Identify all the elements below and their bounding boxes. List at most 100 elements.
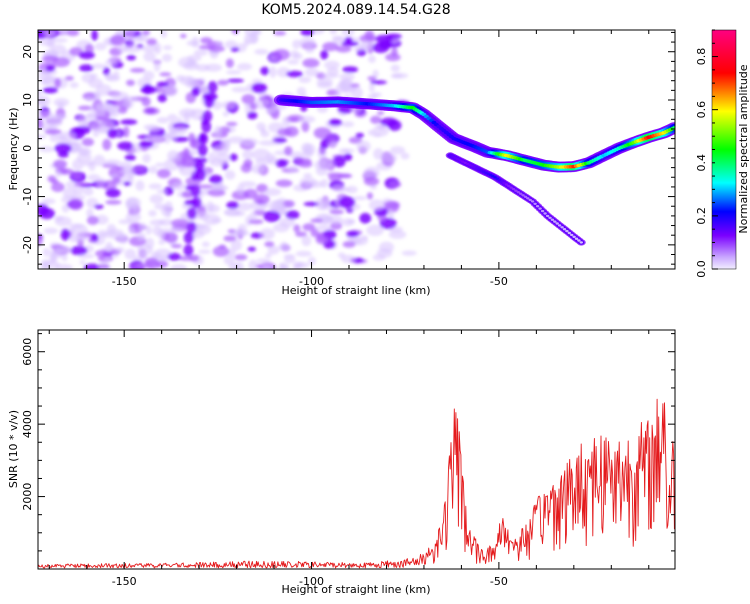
noise-blob (51, 38, 68, 43)
noise-blob (370, 115, 382, 124)
noise-blob (332, 185, 346, 193)
noise-streak (183, 231, 194, 244)
spectrogram-y-tick-label: 10 (21, 93, 34, 107)
noise-blob (125, 211, 142, 223)
noise-blob (324, 216, 334, 222)
colorbar-label: Normalized spectral amplitude (737, 64, 750, 233)
noise-blob (167, 113, 178, 122)
noise-blob (346, 230, 359, 238)
noise-blob (45, 65, 55, 72)
noise-blob (217, 79, 229, 86)
noise-blob (324, 60, 340, 70)
noise-blob (149, 219, 165, 226)
noise-blob (142, 30, 150, 36)
noise-blob (180, 33, 187, 39)
noise-blob (105, 59, 117, 67)
noise-blob (49, 133, 59, 143)
noise-blob (341, 78, 353, 87)
noise-blob (372, 254, 386, 261)
noise-blob (252, 148, 271, 161)
noise-blob (87, 174, 101, 182)
noise-blob (232, 230, 250, 237)
noise-blob (66, 30, 80, 37)
noise-blob (138, 140, 154, 148)
noise-blob (302, 58, 320, 68)
noise-blob (315, 234, 328, 245)
noise-blob (346, 185, 358, 194)
noise-blob (102, 138, 112, 151)
noise-blob (39, 39, 55, 47)
noise-blob (315, 197, 329, 206)
noise-blob (204, 63, 222, 72)
noise-blob (342, 66, 359, 73)
ridge-sample (461, 160, 465, 163)
noise-blob (142, 153, 151, 163)
noise-blob (207, 188, 226, 197)
noise-blob (124, 154, 136, 161)
ridge-sample (553, 220, 557, 223)
noise-blob (112, 177, 121, 184)
noise-blob (400, 152, 410, 160)
noise-blob (137, 33, 149, 43)
noise-blob (286, 70, 303, 78)
noise-blob (143, 70, 155, 81)
noise-blob (145, 225, 152, 235)
noise-blob (401, 250, 417, 256)
noise-blob (163, 232, 178, 243)
spectrogram-x-axis-label: Height of straight line (km) (281, 284, 430, 297)
noise-blob (94, 102, 113, 112)
noise-blob (371, 92, 382, 98)
ridge-sample (514, 189, 518, 192)
ridge-sample (507, 184, 511, 188)
ridge-sample (451, 155, 455, 158)
noise-blob (267, 245, 280, 255)
noise-blob (350, 83, 360, 88)
noise-blob (117, 106, 128, 114)
noise-blob (43, 227, 59, 234)
noise-blob (228, 262, 240, 269)
noise-blob (376, 111, 385, 115)
noise-blob (310, 228, 319, 238)
snr-frame (37, 329, 676, 570)
noise-blob (360, 40, 375, 50)
noise-blob (305, 46, 315, 54)
noise-blob (344, 36, 353, 44)
noise-blob (72, 171, 82, 180)
colorbar: 0.0 0.2 0.4 0.6 0.8 Normalized spectral ampl… (695, 29, 750, 278)
noise-blob (338, 196, 356, 209)
noise-blob (118, 219, 133, 225)
snr-panel: -150 -100 -50 2000 4000 6000 Height of strai… (7, 329, 676, 596)
noise-blob (206, 201, 215, 213)
noise-blob (356, 140, 371, 153)
spectrogram-frame (37, 29, 676, 270)
noise-blob (93, 154, 106, 167)
noise-blob (156, 81, 169, 88)
noise-blob (110, 34, 126, 46)
noise-blob (138, 222, 147, 231)
noise-blob (120, 166, 137, 175)
noise-blob (196, 211, 210, 221)
noise-blob (68, 198, 84, 211)
noise-blob (284, 146, 293, 156)
noise-blob (153, 256, 172, 261)
noise-blob (350, 86, 363, 99)
noise-blob (178, 255, 194, 261)
noise-blob (164, 84, 178, 97)
ridge-sample (493, 176, 497, 179)
noise-blob (383, 200, 400, 210)
noise-blob (292, 39, 301, 49)
noise-blob (391, 47, 398, 57)
noise-blob (97, 264, 110, 269)
noise-blob (208, 45, 226, 53)
noise-blob (156, 117, 169, 124)
colorbar-tick-label: 0.4 (695, 154, 708, 172)
noise-blob (167, 252, 181, 261)
noise-blob (341, 30, 355, 36)
noise-blob (196, 184, 215, 189)
noise-blob (95, 84, 112, 96)
noise-blob (50, 44, 67, 55)
spectrogram-y-tick-label: -10 (21, 188, 34, 206)
spectrogram-noise-field (38, 30, 417, 269)
noise-blob (278, 262, 285, 269)
noise-streak (207, 81, 218, 93)
